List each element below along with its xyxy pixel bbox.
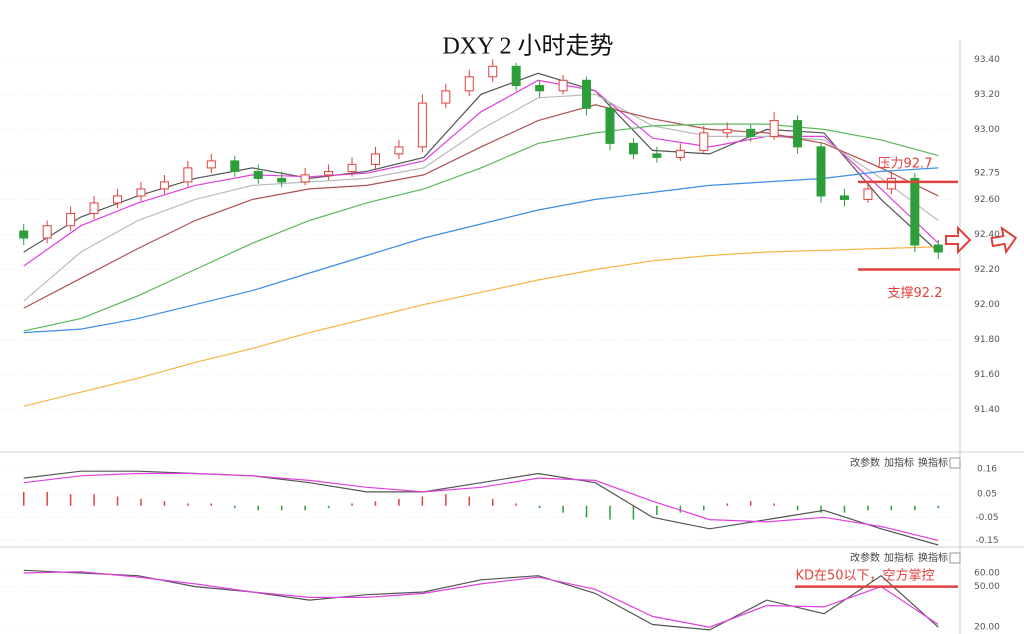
y-tick-label: 92.75 xyxy=(974,169,1000,179)
annotation: 压力92.7 xyxy=(878,156,933,171)
line xyxy=(23,571,939,628)
line xyxy=(23,470,939,546)
y-tick-label: 92.60 xyxy=(974,195,1000,205)
candle-body xyxy=(793,120,803,148)
candle-body xyxy=(253,170,263,179)
candle-body xyxy=(464,76,474,92)
candle-body xyxy=(535,85,545,92)
panel-button[interactable]: 改参数 xyxy=(850,456,880,469)
line xyxy=(23,104,939,309)
candle-body xyxy=(652,153,662,158)
candle-body xyxy=(347,163,357,172)
line xyxy=(23,246,939,407)
candle-body xyxy=(488,65,498,78)
candle-body xyxy=(277,177,287,183)
annotation: 支撑92.2 xyxy=(888,286,943,301)
y-tick-label: -0.05 xyxy=(975,513,998,523)
candle-body xyxy=(886,177,896,190)
candle-body xyxy=(675,149,685,158)
candle-body xyxy=(839,195,849,200)
candle-body xyxy=(816,146,826,197)
y-tick-label: 20.00 xyxy=(974,623,1000,633)
candle-body xyxy=(699,132,709,151)
panel-button[interactable]: 加指标 xyxy=(884,551,914,564)
y-tick-label: 93.40 xyxy=(974,55,1000,65)
candle-body xyxy=(582,79,592,109)
candle-body xyxy=(863,188,873,200)
y-tick-label: 0.05 xyxy=(977,490,997,500)
candle-body xyxy=(159,181,169,190)
panel-button[interactable]: 换指标 xyxy=(918,456,948,469)
y-tick-label: 50.00 xyxy=(974,582,1000,592)
candle-body xyxy=(511,65,521,87)
line xyxy=(23,167,939,334)
candle-body xyxy=(417,102,427,148)
arrow-icon xyxy=(990,225,1018,255)
candle-body xyxy=(66,212,76,227)
chart-title: DXY 2 小时走势 xyxy=(442,33,613,60)
close-button[interactable] xyxy=(949,457,961,469)
candle-body xyxy=(746,128,756,137)
candle-body xyxy=(933,244,943,253)
panel-button[interactable]: 换指标 xyxy=(918,551,948,564)
y-tick-label: 60.00 xyxy=(974,569,1000,579)
y-tick-label: 91.80 xyxy=(974,335,1000,345)
line xyxy=(23,569,939,631)
candle-body xyxy=(910,177,920,246)
candle-body xyxy=(628,142,638,155)
candle-body xyxy=(183,167,193,183)
candle-body xyxy=(19,230,29,239)
line xyxy=(23,72,939,253)
candle-body xyxy=(558,79,568,92)
candle-body xyxy=(722,128,732,134)
y-tick-label: 92.00 xyxy=(974,300,1000,310)
y-tick-label: 92.20 xyxy=(974,265,1000,275)
candle-body xyxy=(441,90,451,104)
candle-body xyxy=(42,225,52,239)
candle-body xyxy=(136,188,146,197)
panel-button[interactable]: 加指标 xyxy=(884,456,914,469)
annotation: KD在50以下，空方掌控 xyxy=(795,568,934,584)
panel-button[interactable]: 改参数 xyxy=(850,551,880,564)
y-tick-label: 0.16 xyxy=(977,464,997,474)
line xyxy=(23,93,939,302)
candle-body xyxy=(394,146,404,155)
y-tick-label: 92.40 xyxy=(974,230,1000,240)
candle-body xyxy=(370,153,380,165)
line xyxy=(23,123,939,332)
candle-body xyxy=(113,195,123,204)
candle-body xyxy=(324,170,334,176)
candle-body xyxy=(89,202,99,214)
candle-body xyxy=(769,120,779,137)
candle-body xyxy=(605,107,615,144)
candle-body xyxy=(230,160,240,172)
y-tick-label: 91.60 xyxy=(974,370,1000,380)
close-button[interactable] xyxy=(949,552,961,564)
y-tick-label: 91.40 xyxy=(974,405,1000,415)
y-tick-label: 93.00 xyxy=(974,125,1000,135)
y-tick-label: 93.20 xyxy=(974,90,1000,100)
y-tick-label: -0.15 xyxy=(975,536,998,546)
line xyxy=(23,472,939,541)
candle-body xyxy=(300,174,310,183)
candle-body xyxy=(206,160,216,169)
